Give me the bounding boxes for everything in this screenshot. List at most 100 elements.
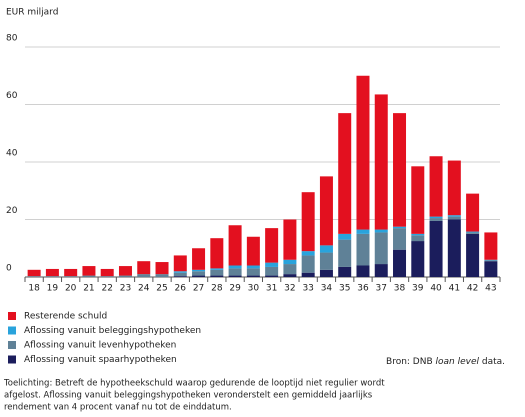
bar-segment [228, 268, 242, 276]
y-tick-label: 0 [6, 264, 12, 274]
bar-segment [27, 276, 41, 277]
bar-segment [100, 268, 114, 277]
bar-segment [64, 276, 78, 277]
x-tick-label: 43 [485, 284, 496, 294]
x-tick-label: 27 [193, 284, 204, 294]
bar-segment [374, 94, 388, 230]
bar-segment [393, 113, 407, 227]
y-tick-label: 60 [6, 91, 18, 101]
x-tick-label: 21 [83, 284, 94, 294]
bar-segment [100, 276, 114, 277]
bar-segment [301, 272, 315, 277]
bar-segment [228, 265, 242, 269]
x-tick-label: 41 [449, 284, 460, 294]
legend-label: Aflossing vanuit spaarhypotheken [24, 355, 177, 365]
bar-segment [155, 262, 169, 275]
bar-segment [265, 228, 279, 263]
bar-segment [246, 265, 260, 269]
bar-segment [338, 233, 352, 240]
bar-segment [393, 249, 407, 277]
bar-segment [374, 229, 388, 233]
bar-segment [265, 262, 279, 267]
x-tick-label: 42 [467, 284, 478, 294]
bar-segment [338, 113, 352, 234]
bar-segment [210, 275, 224, 277]
bar-segment [246, 275, 260, 277]
note-line: rendement van 4 procent vanaf nu tot de … [4, 403, 232, 413]
bar-segment [210, 238, 224, 269]
bar-segment [466, 232, 480, 234]
bar-segment [210, 268, 224, 270]
bar-segment [192, 248, 206, 270]
bar-segment [393, 228, 407, 250]
bar-segment [137, 274, 151, 277]
bar-segment [301, 192, 315, 252]
bar-segment [466, 231, 480, 233]
bar-segment [173, 271, 187, 273]
source-text: data. [479, 357, 505, 367]
source-text: Bron: DNB [386, 357, 435, 367]
bar-segment [484, 261, 498, 277]
bar-segment [319, 269, 333, 277]
bar-segment [374, 232, 388, 265]
x-tick-label: 31 [266, 284, 277, 294]
bar-segment [429, 216, 443, 219]
bar-segment [192, 269, 206, 272]
legend-swatch [8, 326, 16, 335]
bar-segment [466, 193, 480, 232]
bar-segment [447, 215, 461, 217]
x-tick-label: 23 [120, 284, 131, 294]
bar-segment [429, 156, 443, 217]
bar-segment [155, 274, 169, 277]
bar-segment [411, 166, 425, 234]
x-tick-label: 33 [302, 284, 313, 294]
bar-segment [228, 225, 242, 266]
bar-segment [393, 226, 407, 229]
bar-segment [411, 241, 425, 277]
bar-segment [484, 232, 498, 260]
bar-segment [82, 266, 96, 276]
x-tick-label: 22 [101, 284, 112, 294]
bar-segment [173, 255, 187, 272]
bar-segment [246, 236, 260, 266]
bar-segment [466, 233, 480, 277]
x-tick-label: 25 [156, 284, 167, 294]
note-line: afgelost. Aflossing vanuit beleggingshyp… [4, 391, 373, 401]
bar-segment [246, 268, 260, 276]
bar-segment [45, 268, 59, 277]
bar-segment [283, 259, 297, 265]
bar-segment [283, 219, 297, 260]
legend-label: Aflossing vanuit beleggingshypotheken [24, 326, 201, 336]
legend-swatch [8, 312, 16, 320]
bar-segment [137, 261, 151, 275]
legend-swatch [8, 341, 16, 349]
bar-segment [356, 233, 370, 266]
bar-segment [356, 229, 370, 234]
legend-label: Aflossing vanuit levenhypotheken [24, 341, 176, 351]
bar-segment [338, 266, 352, 277]
bar-segment [411, 233, 425, 236]
x-tick-label: 32 [284, 284, 295, 294]
bar-segment [319, 176, 333, 246]
note-line: Toelichting: Betreft de hypotheekschuld … [3, 379, 385, 389]
bar-segment [319, 252, 333, 270]
y-tick-label: 20 [6, 206, 18, 216]
bar-segment [484, 259, 498, 261]
bar-segment [192, 271, 206, 276]
bar-segment [429, 218, 443, 221]
bar-segment [45, 276, 59, 277]
bar-segment [210, 269, 224, 276]
bar-segment [265, 266, 279, 276]
x-tick-label: 36 [357, 284, 369, 294]
source: Bron: DNB loan level data. [386, 357, 505, 367]
legend-label: Resterende schuld [24, 312, 107, 322]
bar-segment [265, 275, 279, 277]
bar-segment [283, 264, 297, 275]
bar-segment [64, 268, 78, 277]
bar-segment [447, 216, 461, 220]
x-tick-label: 39 [412, 284, 424, 294]
bar-segment [319, 245, 333, 253]
x-tick-label: 19 [47, 284, 59, 294]
bar-segment [301, 255, 315, 273]
